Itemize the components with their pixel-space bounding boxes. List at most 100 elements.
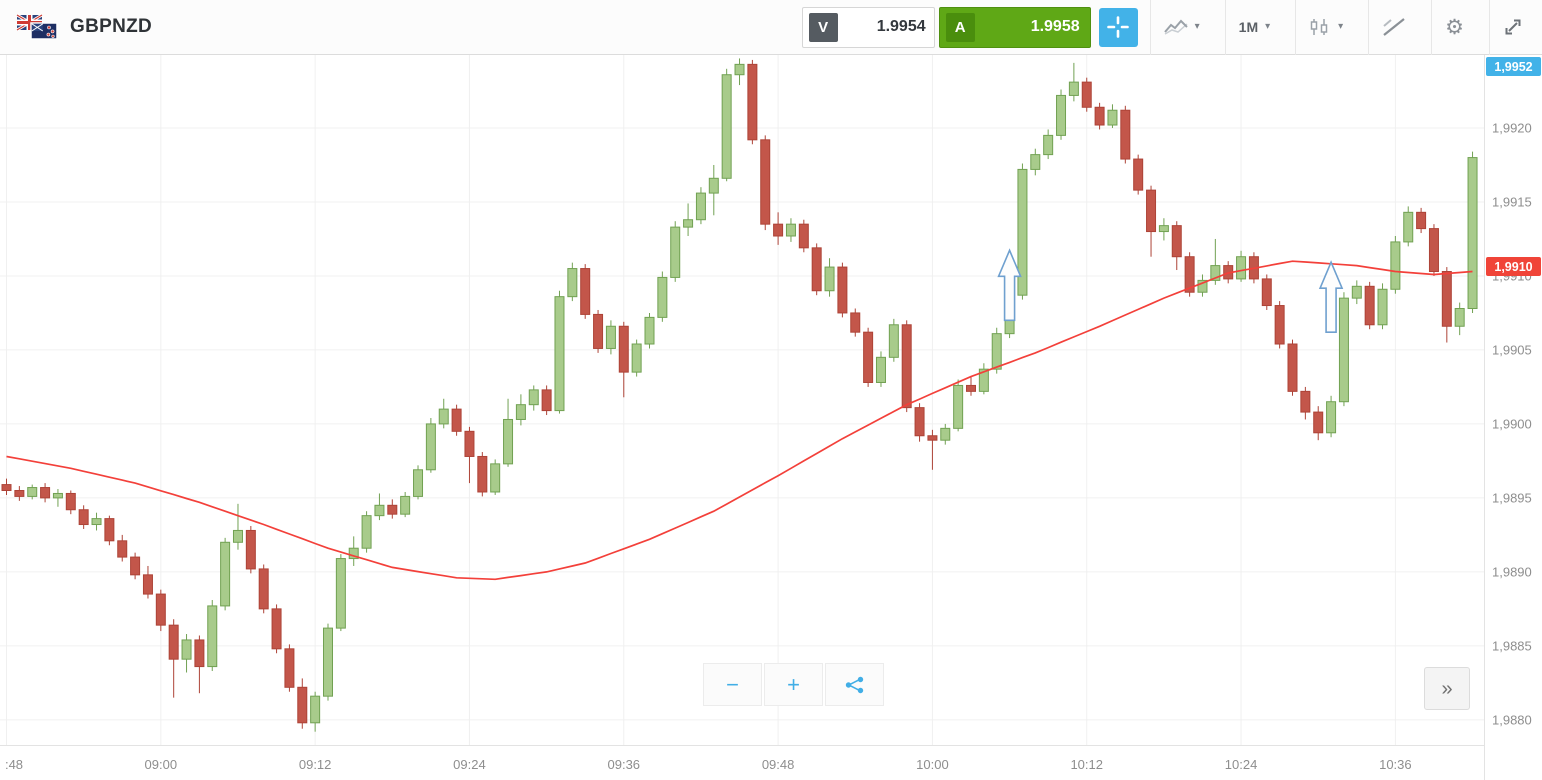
candlestick-icon <box>1310 19 1328 35</box>
zoom-out-button[interactable]: − <box>703 663 762 706</box>
candle <box>245 526 256 574</box>
candle <box>1377 283 1388 330</box>
chart-zoom-controls: − + <box>703 663 884 706</box>
candle <box>477 452 488 497</box>
candle <box>888 318 899 362</box>
candle <box>1287 339 1298 396</box>
candle <box>760 135 771 231</box>
minus-icon: − <box>726 671 739 697</box>
candle <box>464 426 475 484</box>
candle <box>1081 77 1092 112</box>
trend-line-icon <box>1383 18 1405 36</box>
candle <box>490 459 501 495</box>
candle-style-dropdown[interactable]: ▾ <box>1296 0 1356 55</box>
candle <box>374 493 385 521</box>
x-axis-label: 10:12 <box>1070 757 1103 772</box>
symbol-title: GBPNZD <box>70 16 153 37</box>
candle <box>1351 280 1362 305</box>
candle <box>554 290 565 414</box>
toolbar-separator <box>1489 0 1490 55</box>
up-arrow-icon <box>997 248 1022 322</box>
toolbar-separator <box>1224 0 1226 55</box>
chevron-down-icon: ▾ <box>1194 21 1200 32</box>
buy-badge: A <box>945 12 975 42</box>
candle <box>978 363 989 395</box>
candle <box>785 218 796 242</box>
y-axis-label: 1,9880 <box>1492 712 1532 727</box>
y-axis-label: 1,9885 <box>1492 638 1532 653</box>
candle <box>798 219 809 253</box>
header: GBPNZD V 1.9954 A 1.9958 ▾ <box>0 0 1542 55</box>
candle <box>348 536 359 566</box>
toolbar-separator <box>1368 0 1370 55</box>
candle <box>503 398 514 467</box>
drawing-tools-button[interactable] <box>1369 0 1419 55</box>
candle <box>1390 235 1401 294</box>
candle <box>1236 250 1247 282</box>
buy-button[interactable]: A 1.9958 <box>938 6 1091 48</box>
share-button[interactable] <box>825 663 884 706</box>
candle <box>966 376 976 396</box>
expand-panel-button[interactable]: » <box>1424 667 1470 710</box>
candle <box>1364 281 1375 330</box>
candle <box>657 271 668 322</box>
candle <box>194 635 205 694</box>
moving-average-line <box>6 260 1473 581</box>
candle <box>875 351 886 387</box>
candle <box>631 339 642 377</box>
candle <box>747 59 758 145</box>
candle <box>670 221 681 282</box>
settings-button[interactable]: ⚙ <box>1432 0 1477 55</box>
fullscreen-button[interactable] <box>1490 0 1536 55</box>
candle <box>220 537 231 611</box>
timeframe-dropdown[interactable]: 1M ▾ <box>1226 0 1283 55</box>
toolbar-separator <box>1295 0 1297 55</box>
candle <box>1068 62 1079 102</box>
zoom-in-button[interactable]: + <box>764 663 823 706</box>
candle <box>1120 105 1131 164</box>
expand-icon <box>1505 19 1521 35</box>
candle <box>953 379 964 432</box>
svg-text:1,9910: 1,9910 <box>1494 260 1532 274</box>
high-badge: 1,9952 <box>1486 57 1541 76</box>
toolbar-separator <box>1431 0 1433 55</box>
chevron-down-icon: ▾ <box>1338 21 1344 32</box>
double-chevron-right-icon: » <box>1441 677 1453 700</box>
sell-button[interactable]: V 1.9954 <box>801 6 935 48</box>
candle <box>1454 302 1465 336</box>
candle <box>425 417 436 473</box>
candle <box>297 678 308 729</box>
candle <box>1094 102 1105 130</box>
candle <box>1056 89 1067 140</box>
candle <box>991 327 1002 374</box>
candle <box>1017 163 1028 300</box>
y-axis-label: 1,9890 <box>1492 564 1532 579</box>
crosshair-icon <box>1107 16 1129 38</box>
crosshair-button[interactable] <box>1098 7 1138 47</box>
candle <box>1274 301 1285 349</box>
x-axis-label: 09:00 <box>145 757 178 772</box>
candle <box>65 490 76 515</box>
candle <box>1133 154 1144 195</box>
candle <box>1441 267 1452 343</box>
x-axis-label: 09:36 <box>608 757 641 772</box>
candle <box>451 404 462 436</box>
plus-icon: + <box>787 671 800 697</box>
candle <box>258 564 269 614</box>
candle <box>644 312 655 349</box>
candle <box>901 320 912 413</box>
x-axis-label: 09:48 <box>762 757 795 772</box>
candle <box>734 58 745 86</box>
candles-layer <box>1 58 1478 732</box>
chart-type-dropdown[interactable]: ▾ <box>1151 0 1213 55</box>
candle <box>695 187 706 225</box>
line-chart-icon <box>1163 19 1188 35</box>
candle <box>207 599 218 672</box>
candle <box>528 385 539 411</box>
candle <box>117 534 128 562</box>
candle <box>130 552 141 580</box>
x-axis-labels: :48 09:00 09:12 09:24 09:36 09:48 10:00 10:12 10… <box>5 757 1412 772</box>
candle <box>232 503 243 550</box>
candle <box>1313 406 1324 441</box>
